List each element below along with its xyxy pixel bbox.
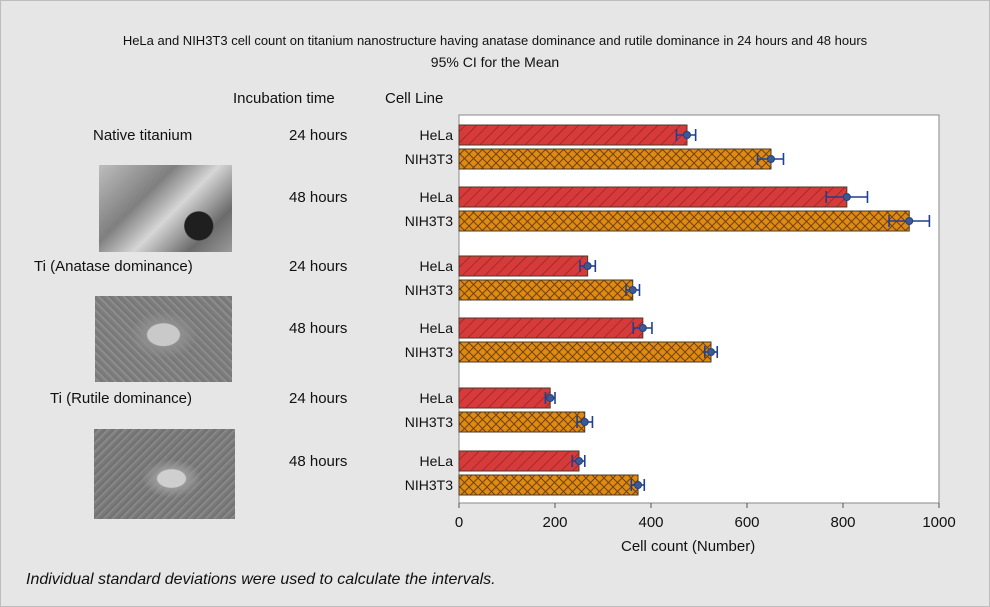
mean-point — [905, 217, 914, 225]
bar-hatch-hela — [458, 186, 848, 208]
cell-line-label-hela: HeLa — [419, 127, 453, 143]
sem-image-native-titanium — [99, 165, 232, 252]
bar-hatch-hela — [458, 317, 644, 339]
cell-line-label-hela: HeLa — [419, 320, 453, 336]
bars-layer — [458, 124, 931, 496]
error-bar-nih3t3 — [625, 284, 641, 296]
bar-hatch-nih3t3 — [458, 341, 712, 363]
bar-hatch-hela — [458, 124, 688, 146]
group-label-anatase: Ti (Anatase dominance) — [34, 258, 193, 275]
error-bar-nih3t3 — [703, 346, 719, 358]
x-axis: 0 200 400 600 800 1000 — [455, 503, 956, 531]
cell-line-label-nih3t3: NIH3T3 — [404, 151, 453, 167]
sem-image-rutile — [94, 429, 235, 519]
cell-line-label-nih3t3: NIH3T3 — [404, 282, 453, 298]
bar-hatch-hela — [458, 387, 551, 409]
mean-point — [767, 155, 775, 163]
x-axis-label: Cell count (Number) — [621, 538, 756, 555]
error-bar-nih3t3 — [630, 479, 646, 491]
time-label-native-48h: 48 hours — [289, 189, 348, 206]
mean-point — [546, 394, 555, 402]
bar-hatch-hela — [458, 450, 580, 472]
mean-point — [634, 481, 643, 489]
mean-point — [842, 193, 851, 201]
error-bar-nih3t3 — [888, 215, 931, 227]
x-tick-label: 200 — [542, 514, 567, 531]
mean-point — [628, 286, 637, 294]
cell-line-label-hela: HeLa — [419, 189, 453, 205]
time-label-anatase-48h: 48 hours — [289, 320, 348, 337]
mean-point — [583, 262, 592, 270]
cell-line-label-nih3t3: NIH3T3 — [404, 414, 453, 430]
time-label-rutile-48h: 48 hours — [289, 453, 348, 470]
x-tick-label: 400 — [638, 514, 663, 531]
chart-subtitle: 95% CI for the Mean — [430, 54, 560, 70]
plot-area — [458, 114, 940, 504]
cell-line-label-nih3t3: NIH3T3 — [404, 477, 453, 493]
error-bar-hela — [579, 260, 597, 272]
time-label-native-24h: 24 hours — [289, 127, 348, 144]
group-label-rutile: Ti (Rutile dominance) — [50, 390, 192, 407]
cell-line-label-nih3t3: NIH3T3 — [404, 213, 453, 229]
x-tick-label: 800 — [830, 514, 855, 531]
error-bar-hela — [675, 129, 697, 141]
bar-hatch-hela — [458, 255, 589, 277]
x-tick-label: 1000 — [922, 514, 955, 531]
mean-point — [580, 418, 589, 426]
cell-line-label-hela: HeLa — [419, 453, 453, 469]
mean-point — [683, 131, 691, 139]
bar-hatch-nih3t3 — [458, 148, 772, 170]
cell-line-label-hela: HeLa — [419, 258, 453, 274]
x-tick-label: 600 — [734, 514, 759, 531]
sem-image-anatase — [95, 296, 232, 382]
group-label-native-titanium: Native titanium — [93, 127, 193, 144]
mean-point — [638, 324, 647, 332]
error-bar-hela — [825, 191, 869, 203]
time-label-anatase-24h: 24 hours — [289, 258, 348, 275]
bar-hatch-nih3t3 — [458, 279, 634, 301]
mean-point — [707, 348, 715, 356]
bar-hatch-nih3t3 — [458, 411, 586, 433]
chart-title: HeLa and NIH3T3 cell count on titanium n… — [122, 33, 868, 48]
bar-hatch-nih3t3 — [458, 474, 639, 496]
incubation-time-header: Incubation time — [233, 90, 335, 107]
cell-line-header: Cell Line — [385, 90, 444, 107]
cell-line-label-hela: HeLa — [419, 390, 453, 406]
mean-point — [575, 457, 583, 465]
error-bar-nih3t3 — [576, 416, 594, 428]
cell-line-label-nih3t3: NIH3T3 — [404, 344, 453, 360]
error-bar-hela — [544, 392, 556, 404]
bar-hatch-nih3t3 — [458, 210, 910, 232]
error-bar-hela — [632, 322, 653, 334]
x-tick-label: 0 — [455, 514, 463, 531]
error-bar-hela — [571, 455, 586, 467]
error-bar-nih3t3 — [756, 153, 785, 165]
time-label-rutile-24h: 24 hours — [289, 390, 348, 407]
footnote: Individual standard deviations were used… — [26, 571, 496, 588]
